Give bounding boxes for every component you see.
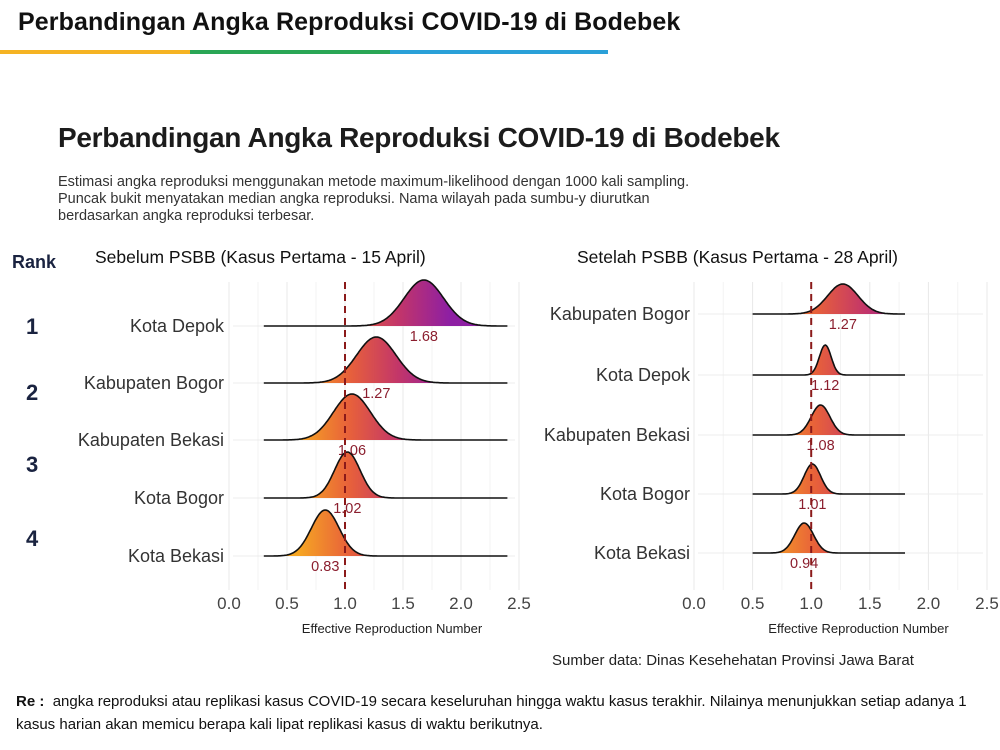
rank-number-2: 2 [26,380,39,405]
ridge-outline [263,451,508,499]
title-bar-segment-blue [390,50,608,54]
category-label: Kabupaten Bekasi [544,425,690,445]
median-label: 1.08 [806,438,834,454]
ridge-outline [263,393,508,441]
ridge-outline [752,404,905,436]
median-label: 1.27 [829,317,857,333]
ridge-fill [310,452,385,498]
ridge-fill [800,284,885,314]
category-label: Kota Bogor [600,484,690,504]
ridge-fill [284,510,366,556]
x-tick-label: 1.0 [333,594,357,613]
category-label: Kabupaten Bogor [550,304,690,324]
x-tick-label: 2.0 [449,594,473,613]
ridge-fill [790,464,835,494]
panel-title: Sebelum PSBB (Kasus Pertama - 15 April) [95,247,426,267]
figure-subtitle-line-1: Estimasi angka reproduksi menggunakan me… [58,174,690,190]
ridge-outline [752,463,905,495]
x-tick-label: 1.5 [858,594,882,613]
category-label: Kota Depok [130,316,225,336]
x-tick-label: 2.5 [507,594,531,613]
figure-title: Perbandingan Angka Reproduksi COVID-19 d… [58,122,780,153]
title-bar-segment-green [190,50,390,54]
x-tick-label: 0.5 [275,594,299,613]
ridge-outline [752,344,905,376]
ridge-outline [752,522,905,554]
x-tick-label: 1.0 [799,594,823,613]
footnote-term: Re : [16,693,45,710]
category-label: Kota Bekasi [128,546,224,566]
ridge-outline [263,336,508,384]
footnote-text: angka reproduksi atau replikasi kasus CO… [16,693,967,733]
x-tick-label: 0.0 [682,594,706,613]
title-underline-bar [0,50,608,54]
category-label: Kabupaten Bekasi [78,430,224,450]
footnote: Re : angka reproduksi atau replikasi kas… [16,690,991,736]
median-label: 1.68 [410,329,438,345]
page-title: Perbandingan Angka Reproduksi COVID-19 d… [18,8,681,36]
rank-number-3: 3 [26,452,39,477]
source-note: Sumber data: Dinas Kesehehatan Provinsi … [552,652,914,669]
median-label: 1.01 [798,497,826,513]
ridge-fill [778,523,830,553]
x-axis-label: Effective Reproduction Number [302,621,483,636]
category-label: Kota Depok [596,365,691,385]
ridge-fill [810,345,841,375]
category-label: Kota Bekasi [594,543,690,563]
category-label: Kabupaten Bogor [84,373,224,393]
x-tick-label: 0.0 [217,594,241,613]
x-tick-label: 2.0 [917,594,941,613]
ridge-fill [297,394,407,440]
ridge-outline [752,283,905,315]
category-label: Kota Bogor [134,488,224,508]
panel-title: Setelah PSBB (Kasus Pertama - 28 April) [577,247,898,267]
x-axis-label: Effective Reproduction Number [768,621,949,636]
ridge-fill [318,337,435,383]
figure-subtitle-line-3: berdasarkan angka reproduksi terbesar. [58,208,315,224]
ridge-outline [263,279,508,327]
ridge-fill [365,280,482,326]
rank-number-1: 1 [26,314,39,339]
rank-label: Rank [12,252,57,272]
rank-number-4: 4 [26,526,39,551]
x-tick-label: 1.5 [391,594,415,613]
median-label: 1.02 [333,501,361,517]
median-label: 1.12 [811,378,839,394]
median-label: 0.94 [790,556,818,572]
x-tick-label: 0.5 [741,594,765,613]
x-tick-label: 2.5 [975,594,999,613]
median-label: 1.27 [362,386,390,402]
median-label: 0.83 [311,559,339,575]
ridge-fill [794,405,847,435]
ridge-outline [263,509,508,557]
title-bar-segment-yellow [0,50,190,54]
figure-subtitle-line-2: Puncak bukit menyatakan median angka rep… [58,191,650,207]
